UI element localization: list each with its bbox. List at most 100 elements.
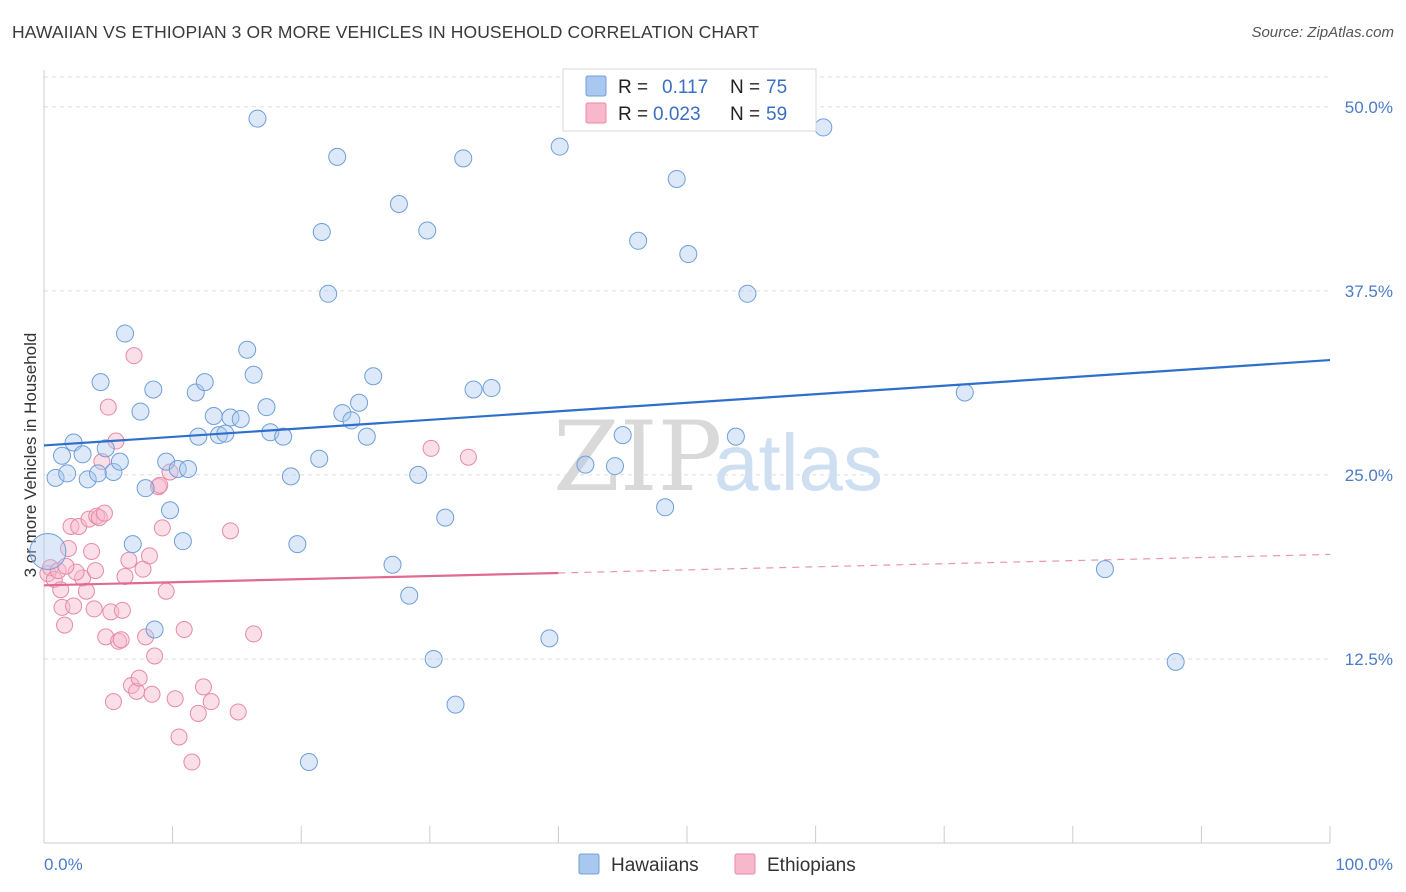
hawaiians-point (204, 407, 223, 426)
hawaiians-point (288, 535, 307, 554)
ethiopians-point (83, 542, 101, 560)
ethiopians-point (86, 562, 104, 580)
hawaiians-point (629, 231, 648, 250)
legend-n-label-hawaiians: N = (730, 77, 760, 98)
ethiopians-point (77, 582, 95, 600)
stats-legend: R = 0.117 N = 75 R = 0.023 N = 59 (562, 68, 817, 132)
hawaiians-point (383, 555, 402, 574)
hawaiians-point (400, 586, 419, 605)
hawaiians-point (333, 404, 352, 423)
hawaiians-point (1095, 560, 1114, 579)
chart-title: HAWAIIAN VS ETHIOPIAN 3 OR MORE VEHICLES… (12, 22, 760, 42)
ethiopians-point (85, 600, 103, 618)
hawaiians-point (145, 620, 164, 639)
ethiopians-point (56, 616, 74, 634)
hawaiians-point (576, 455, 595, 474)
hawaiians-point (274, 427, 293, 446)
ethiopians-point (459, 448, 477, 466)
hawaiians-point (96, 439, 115, 458)
hawaiians-point (814, 118, 833, 137)
axes (43, 70, 1331, 844)
ethiopians-point (120, 551, 138, 569)
hawaiians-point (195, 373, 214, 392)
x-tick-label: 100.0% (1335, 855, 1393, 874)
hawaiians-point (726, 427, 745, 446)
legend-swatch-hawaiians (585, 75, 607, 97)
ethiopians-point (422, 439, 440, 457)
ethiopians-point (125, 347, 143, 365)
ethiopians-point (137, 628, 155, 646)
ethiopians-point (194, 678, 212, 696)
hawaiians-point (91, 373, 110, 392)
ethiopians-point (99, 398, 117, 416)
ethiopians-trend-line-extension (558, 553, 1331, 574)
ethiopians-point (143, 685, 161, 703)
ethiopians-point (175, 621, 193, 639)
series-legend: Hawaiians Ethiopians (578, 853, 856, 876)
legend-r-value-hawaiians: 0.117 (662, 77, 708, 98)
hawaiians-point (116, 324, 135, 343)
hawaiians-point (328, 147, 347, 166)
ethiopians-point (202, 693, 220, 711)
hawaiians-point (550, 137, 569, 156)
hawaiians-point (161, 501, 180, 520)
ethiopians-point (74, 569, 92, 587)
hawaiians-point (436, 508, 455, 527)
hawaiians-point (78, 470, 97, 489)
hawaiians-point (231, 409, 250, 428)
hawaiians-point (104, 462, 123, 481)
bottom-legend-label-hawaiians: Hawaiians (611, 855, 699, 876)
hawaiians-point (257, 398, 276, 417)
ethiopians-point (45, 570, 63, 588)
hawaiians-trend-line (43, 358, 1331, 447)
y-tick-label: 25.0% (1345, 466, 1393, 485)
ethiopians-point (49, 562, 67, 580)
x-tick-label: 0.0% (44, 855, 83, 874)
ethiopians-point (221, 522, 239, 540)
hawaiians-point (299, 753, 318, 772)
ethiopians-point (104, 693, 122, 711)
hawaiians-point (248, 109, 267, 128)
hawaiians-point (955, 383, 974, 402)
hawaiians-point (312, 222, 331, 241)
ethiopians-point (110, 632, 128, 650)
ethiopians-point (93, 453, 111, 471)
ethiopians-point (95, 504, 113, 522)
hawaiians-point (46, 468, 65, 487)
legend-n-label-ethiopians: N = (730, 104, 760, 125)
hawaiians-point (168, 460, 187, 479)
y-tick-labels: 12.5% 25.0% 37.5% 50.0% (1345, 98, 1393, 669)
hawaiians-point (357, 427, 376, 446)
hawaiians-point (281, 467, 300, 486)
ethiopians-point (113, 601, 131, 619)
hawaiians-point (310, 449, 329, 468)
x-tick-labels: 0.0% 100.0% (44, 855, 1393, 874)
hawaiians-point (173, 532, 192, 551)
hawaiians-point (238, 340, 257, 359)
grid-lines (44, 76, 1330, 660)
y-tick-label: 50.0% (1345, 98, 1393, 117)
hawaiians-point (613, 426, 632, 445)
ethiopians-point (67, 563, 85, 581)
hawaiians-point (319, 284, 338, 303)
ethiopians-point (146, 647, 164, 665)
hawaiians-point (53, 446, 72, 465)
hawaiians-point (482, 379, 501, 398)
hawaiians-point (454, 149, 473, 168)
hawaiians-point (656, 498, 675, 517)
ethiopians-point (116, 567, 134, 585)
ethiopians-point (189, 704, 207, 722)
hawaiians-point (446, 695, 465, 714)
legend-swatch-ethiopians (585, 102, 607, 124)
hawaiians-point (605, 457, 624, 476)
ethiopians-point (229, 703, 247, 721)
hawaiians-point (136, 479, 155, 498)
ethiopians-point (166, 690, 184, 708)
source-credit: Source: ZipAtlas.com (1251, 24, 1394, 41)
hawaiians-point (29, 532, 67, 570)
hawaiians-point (157, 452, 176, 471)
hawaiians-point (679, 245, 698, 264)
hawaiians-point (110, 452, 129, 471)
hawaiians-point (58, 464, 77, 483)
hawaiians-point (389, 194, 408, 213)
